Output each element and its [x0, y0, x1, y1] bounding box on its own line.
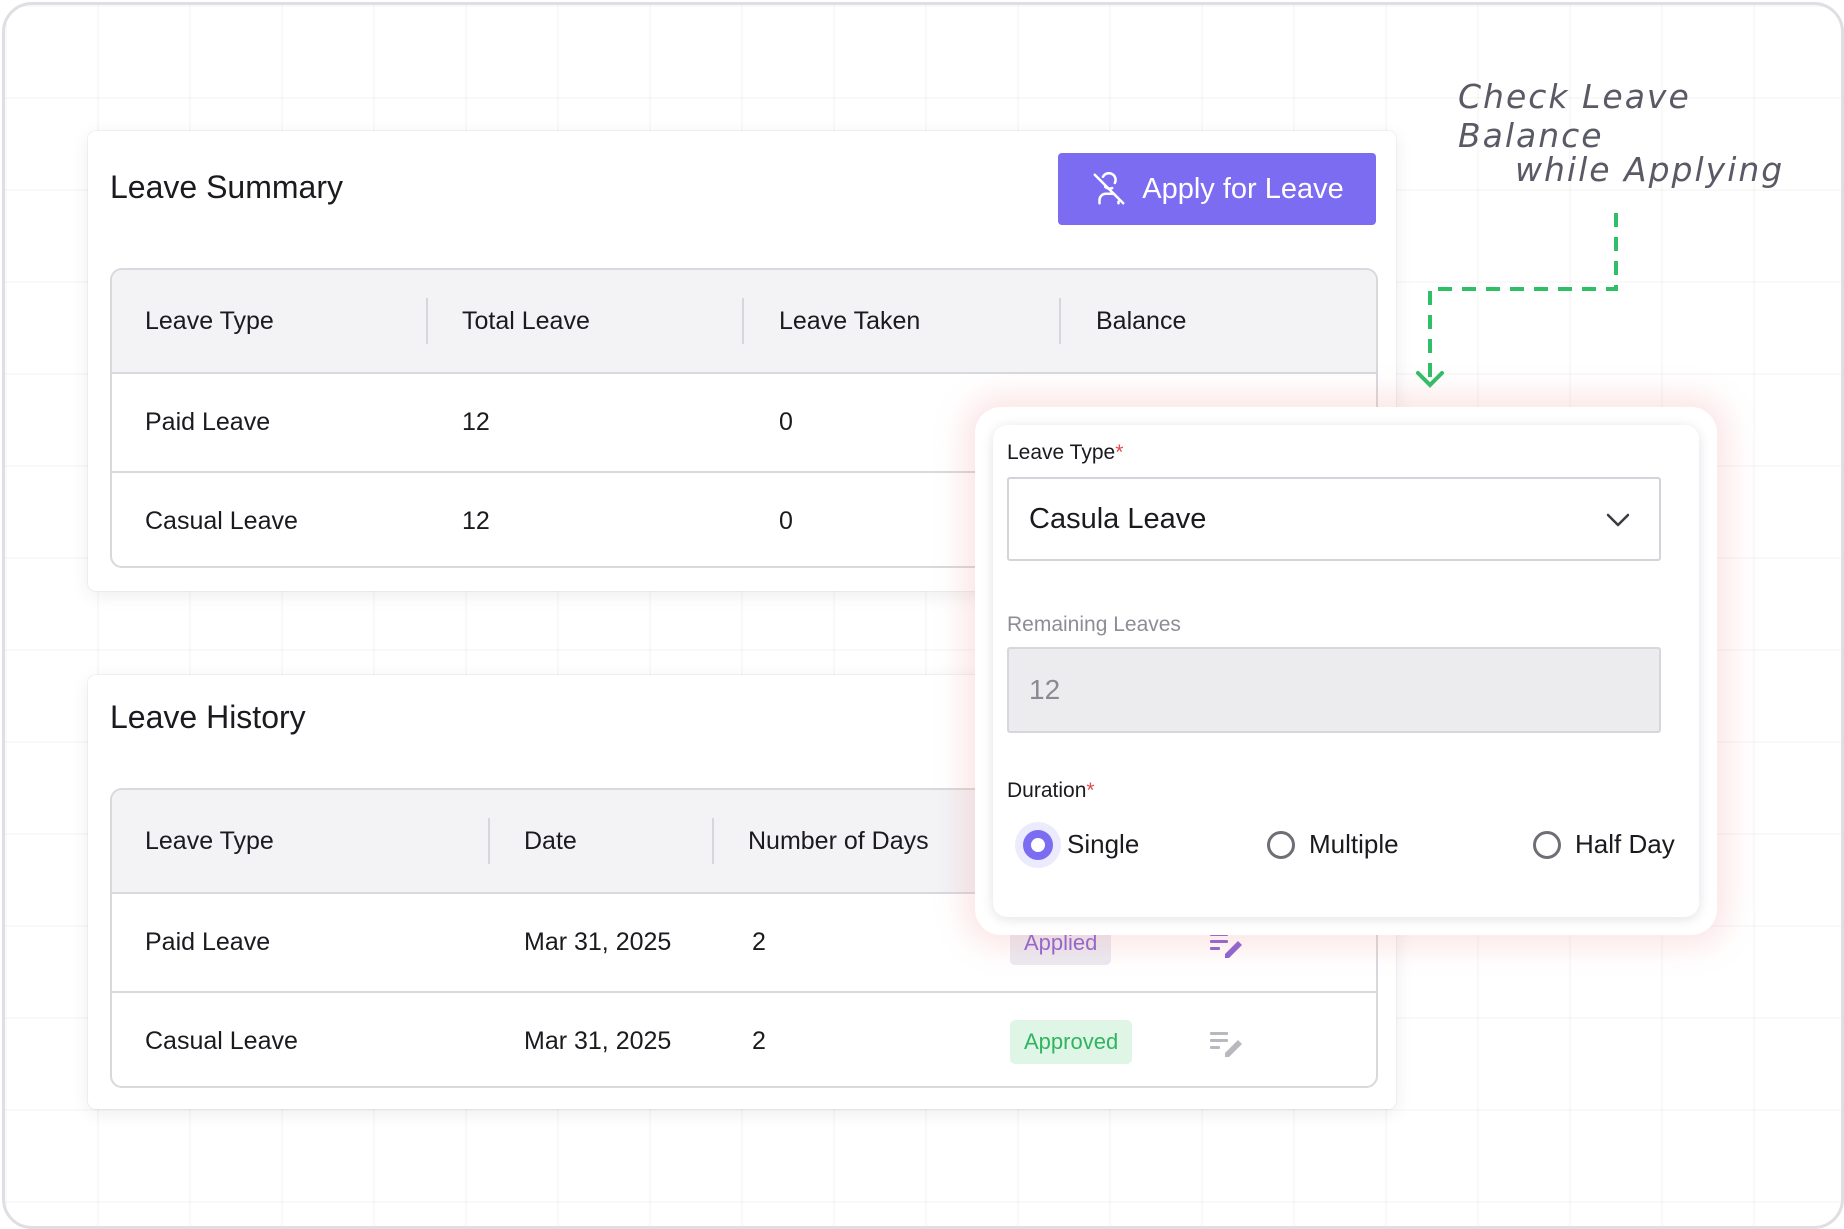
remaining-leaves-label: Remaining Leaves	[1007, 613, 1181, 636]
column-header-date: Date	[524, 826, 577, 855]
column-divider	[426, 298, 428, 344]
radio-icon	[1267, 830, 1295, 859]
column-header-number-of-days: Number of Days	[748, 826, 929, 855]
duration-label: Duration*	[1007, 779, 1095, 803]
duration-option-multiple[interactable]: Multiple	[1267, 829, 1399, 860]
radio-icon	[1533, 830, 1561, 859]
leave-type-cell: Casual Leave	[145, 1027, 298, 1055]
days-cell: 2	[752, 928, 766, 956]
table-row: Casual Leave Mar 31, 2025 2 Approved	[112, 993, 1376, 1086]
apply-for-leave-label: Apply for Leave	[1142, 172, 1344, 205]
date-cell: Mar 31, 2025	[524, 928, 672, 956]
leave-type-select[interactable]: Casula Leave	[1007, 477, 1661, 561]
edit-list-icon[interactable]	[1208, 1027, 1244, 1057]
leave-type-selected-value: Casula Leave	[1029, 502, 1207, 535]
leave-taken-cell: 0	[779, 408, 793, 436]
annotation-arrow	[1416, 213, 1618, 388]
days-cell: 2	[752, 1027, 766, 1055]
leave-summary-title: Leave Summary	[110, 169, 343, 205]
leave-type-label-text: Leave Type	[1007, 441, 1116, 464]
table-row: Casual Leave 12 0	[112, 473, 1376, 566]
date-cell: Mar 31, 2025	[524, 1027, 672, 1055]
column-header-leave-type: Leave Type	[145, 306, 274, 335]
column-header-balance: Balance	[1096, 306, 1187, 335]
total-leave-cell: 12	[462, 408, 490, 436]
duration-option-label: Half Day	[1575, 829, 1675, 859]
status-cell: Approved	[1010, 993, 1133, 1086]
annotation-line-2: while Applying	[1515, 150, 1785, 189]
duration-option-half-day[interactable]: Half Day	[1533, 829, 1675, 860]
column-header-total-leave: Total Leave	[462, 306, 590, 335]
duration-label-text: Duration	[1007, 779, 1087, 802]
column-divider	[1059, 298, 1061, 344]
duration-option-label: Single	[1067, 829, 1140, 859]
column-divider	[742, 298, 744, 344]
radio-selected-icon	[1023, 829, 1053, 860]
leave-type-label: Leave Type*	[1007, 441, 1123, 465]
leave-history-title: Leave History	[110, 699, 306, 735]
apply-leave-form: Leave Type* Casula Leave Remaining Leave…	[993, 425, 1699, 917]
chevron-down-icon	[1606, 513, 1630, 527]
duration-option-label: Multiple	[1309, 829, 1399, 859]
apply-for-leave-button[interactable]: Apply for Leave	[1058, 153, 1376, 225]
remaining-leaves-value: 12	[1029, 674, 1061, 705]
required-mark: *	[1086, 779, 1095, 802]
total-leave-cell: 12	[462, 507, 490, 535]
annotation-line-1: Check Leave Balance	[1458, 77, 1691, 155]
status-badge: Approved	[1010, 1019, 1133, 1064]
leave-type-cell: Casual Leave	[145, 507, 298, 535]
column-header-leave-type: Leave Type	[145, 826, 274, 855]
duration-option-single[interactable]: Single	[1023, 829, 1139, 860]
required-mark: *	[1115, 441, 1124, 464]
table-row: Paid Leave 12 0	[112, 374, 1376, 473]
row-actions	[1208, 993, 1244, 1086]
column-header-leave-taken: Leave Taken	[779, 306, 921, 335]
column-divider	[712, 818, 714, 864]
column-divider	[488, 818, 490, 864]
leave-taken-cell: 0	[779, 507, 793, 535]
user-off-icon	[1093, 172, 1125, 205]
leave-type-cell: Paid Leave	[145, 928, 271, 956]
remaining-leaves-field: 12	[1007, 647, 1661, 733]
leave-type-cell: Paid Leave	[145, 408, 271, 436]
table-header: Leave Type Total Leave Leave Taken Balan…	[112, 270, 1376, 374]
